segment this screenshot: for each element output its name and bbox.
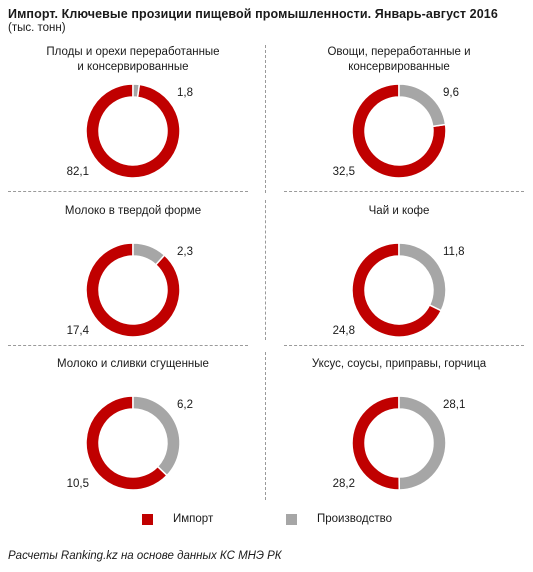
donut-panel-fruits: Плоды и орехи переработанные и консервир… (0, 33, 266, 188)
data-label-import: 28,2 (333, 478, 355, 490)
slice-import (85, 83, 181, 179)
data-label-production: 11,8 (443, 246, 465, 258)
slice-import (351, 395, 401, 491)
data-label-production: 2,3 (177, 246, 193, 258)
horizontal-divider (8, 191, 248, 192)
panel-title: Молоко и сливки сгущенные (57, 358, 209, 370)
legend-label: Импорт (173, 513, 214, 525)
data-label-import: 82,1 (67, 166, 89, 178)
donut-chart: 28,1 28,2 (333, 395, 465, 491)
panel-title: Плоды и орехи переработанные и консервир… (46, 46, 220, 73)
data-label-import: 24,8 (333, 325, 355, 337)
vertical-divider (265, 45, 266, 193)
data-label-production: 1,8 (177, 87, 193, 99)
slice-production (398, 242, 447, 312)
slice-production (398, 83, 447, 128)
data-label-import: 10,5 (67, 478, 89, 490)
donut-chart: 9,6 32,5 (333, 83, 459, 179)
legend-swatch-production (286, 513, 297, 525)
horizontal-divider (284, 345, 524, 346)
legend: Импорт Производство (0, 513, 533, 529)
donut-chart: 6,2 10,5 (67, 395, 193, 491)
slice-production (132, 83, 141, 99)
slice-import (85, 242, 181, 338)
donut-panel-vegetables: Овощи, переработанные и консервированные… (266, 33, 532, 188)
data-label-production: 9,6 (443, 87, 459, 99)
slice-production (132, 395, 181, 477)
legend-item-import: Импорт (142, 513, 213, 525)
donut-chart: 11,8 24,8 (333, 242, 465, 338)
legend-item-production: Производство (286, 513, 392, 525)
data-label-production: 28,1 (443, 399, 465, 411)
data-label-production: 6,2 (177, 399, 193, 411)
horizontal-divider (284, 191, 524, 192)
vertical-divider (265, 352, 266, 500)
donut-panel-milk-solid: Молоко в твердой форме 2,3 17,4 (0, 192, 266, 347)
data-label-import: 32,5 (333, 166, 355, 178)
slice-import (351, 83, 447, 179)
panel-title: Уксус, соусы, приправы, горчица (311, 358, 487, 370)
legend-label: Производство (317, 513, 392, 525)
donut-chart: 2,3 17,4 (67, 242, 193, 338)
panel-title: Чай и кофе (368, 205, 430, 217)
chart-subtitle: (тыс. тонн) (8, 22, 66, 34)
vertical-divider (265, 200, 266, 340)
donut-panel-sauces: Уксус, соусы, приправы, горчица 28,1 28,2 (266, 345, 532, 500)
slice-production (132, 242, 166, 266)
donut-panel-condensed-milk: Молоко и сливки сгущенные 6,2 10,5 (0, 345, 266, 500)
source-note: Расчеты Ranking.kz на основе данных КС М… (8, 550, 282, 562)
legend-swatch-import (142, 513, 153, 525)
panel-title: Молоко в твердой форме (64, 205, 202, 217)
horizontal-divider (8, 345, 248, 346)
panel-title: Овощи, переработанные и консервированные (327, 46, 471, 73)
donut-panel-tea-coffee: Чай и кофе 11,8 24,8 (266, 192, 532, 347)
chart-title: Импорт. Ключевые прозиции пищевой промыш… (8, 7, 498, 21)
slice-import (351, 242, 443, 338)
slice-production (398, 395, 447, 491)
slice-import (85, 395, 169, 491)
donut-chart: 1,8 82,1 (67, 83, 193, 179)
data-label-import: 17,4 (67, 325, 90, 337)
